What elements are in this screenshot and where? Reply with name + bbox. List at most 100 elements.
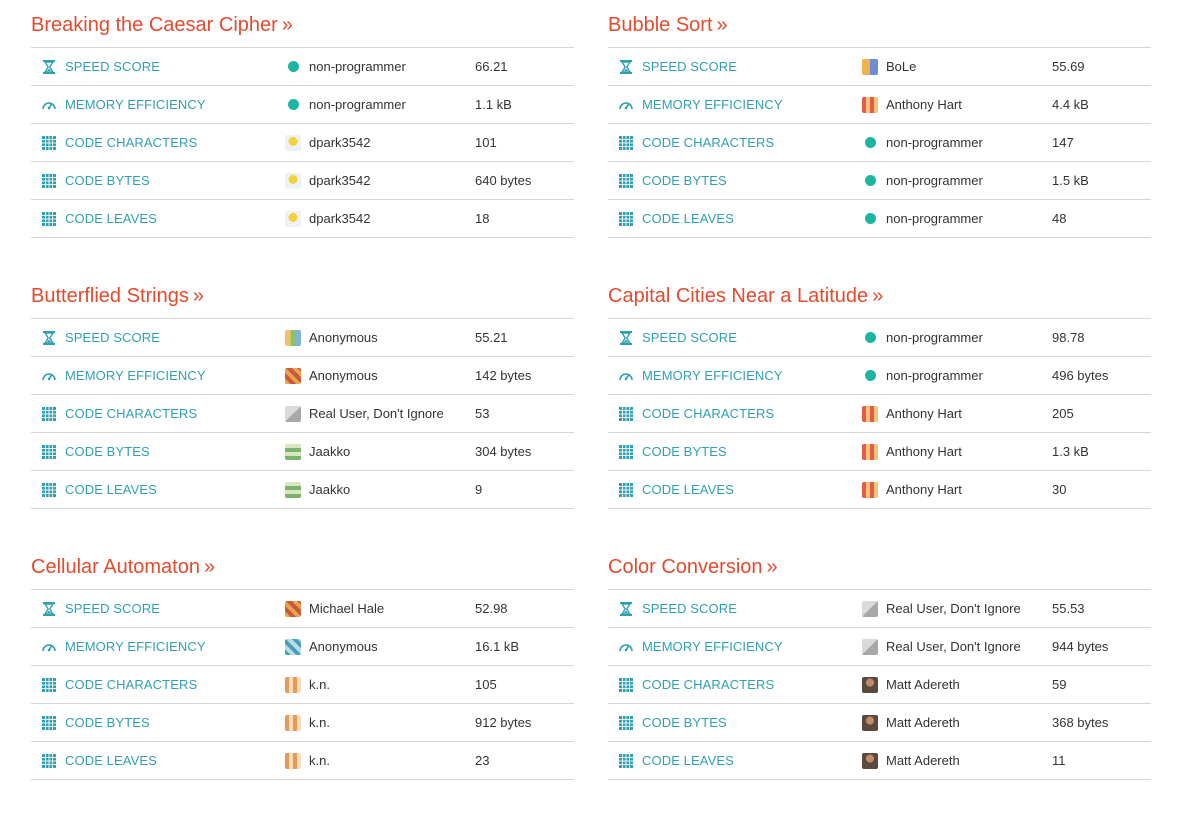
record-value: 142 bytes (475, 368, 532, 383)
category-link[interactable]: CODE BYTES (608, 173, 862, 189)
user-link[interactable]: non-programmer (285, 97, 475, 112)
user-avatar (285, 752, 301, 769)
category-link[interactable]: CODE BYTES (31, 173, 285, 189)
user-avatar (862, 714, 878, 731)
category-link[interactable]: CODE BYTES (31, 444, 285, 460)
user-link[interactable]: BoLe (862, 58, 1052, 75)
user-avatar (288, 61, 299, 72)
user-link[interactable]: dpark3542 (285, 172, 475, 189)
user-link[interactable]: non-programmer (862, 330, 1052, 345)
user-link[interactable]: dpark3542 (285, 210, 475, 227)
user-link[interactable]: Anonymous (285, 638, 475, 655)
category-link[interactable]: SPEED SCORE (608, 601, 862, 617)
record-value: 101 (475, 135, 497, 150)
record-row: CODE LEAVES Jaakko 9 (31, 471, 574, 509)
user-avatar (862, 443, 878, 460)
user-link[interactable]: Matt Adereth (862, 676, 1052, 693)
hourglass-icon (618, 59, 634, 75)
user-link[interactable]: Jaakko (285, 481, 475, 498)
category-link[interactable]: CODE BYTES (31, 715, 285, 731)
grid-icon (618, 482, 634, 498)
record-row: MEMORY EFFICIENCY Anonymous 16.1 kB (31, 628, 574, 666)
category-link[interactable]: SPEED SCORE (608, 330, 862, 346)
challenge-title-link[interactable]: Cellular Automaton» (31, 553, 574, 589)
category-link[interactable]: CODE LEAVES (608, 211, 862, 227)
user-link[interactable]: k.n. (285, 676, 475, 693)
user-link[interactable]: Anonymous (285, 367, 475, 384)
record-value: 1.1 kB (475, 97, 512, 112)
title-arrow: » (872, 285, 884, 307)
user-name: non-programmer (886, 211, 983, 226)
category-link[interactable]: CODE CHARACTERS (608, 135, 862, 151)
user-link[interactable]: non-programmer (862, 173, 1052, 188)
record-value: 105 (475, 677, 497, 692)
category-link[interactable]: CODE BYTES (608, 715, 862, 731)
challenge-title-link[interactable]: Capital Cities Near a Latitude» (608, 282, 1151, 318)
user-link[interactable]: Anthony Hart (862, 405, 1052, 422)
user-link[interactable]: Real User, Don't Ignore (862, 638, 1052, 655)
category-link[interactable]: MEMORY EFFICIENCY (608, 97, 862, 113)
category-link[interactable]: CODE LEAVES (608, 753, 862, 769)
category-link[interactable]: SPEED SCORE (31, 601, 285, 617)
user-avatar (862, 600, 878, 617)
category-link[interactable]: SPEED SCORE (31, 330, 285, 346)
category-label: CODE LEAVES (642, 211, 734, 226)
user-link[interactable]: Jaakko (285, 443, 475, 460)
category-link[interactable]: SPEED SCORE (31, 59, 285, 75)
category-label: CODE LEAVES (65, 753, 157, 768)
category-link[interactable]: CODE CHARACTERS (31, 406, 285, 422)
category-link[interactable]: CODE CHARACTERS (31, 677, 285, 693)
category-link[interactable]: CODE CHARACTERS (608, 406, 862, 422)
gauge-icon (618, 368, 634, 384)
record-value: 16.1 kB (475, 639, 520, 654)
category-link[interactable]: CODE LEAVES (31, 211, 285, 227)
record-value: 30 (1052, 482, 1067, 497)
user-name: dpark3542 (309, 135, 371, 150)
user-link[interactable]: Real User, Don't Ignore (285, 405, 475, 422)
user-link[interactable]: Anthony Hart (862, 443, 1052, 460)
user-link[interactable]: Michael Hale (285, 600, 475, 617)
user-avatar (285, 714, 301, 731)
category-link[interactable]: CODE BYTES (608, 444, 862, 460)
user-link[interactable]: Anonymous (285, 329, 475, 346)
user-link[interactable]: non-programmer (862, 368, 1052, 383)
user-link[interactable]: dpark3542 (285, 134, 475, 151)
user-link[interactable]: Anthony Hart (862, 96, 1052, 113)
user-avatar (865, 332, 876, 343)
challenge-title-link[interactable]: Color Conversion» (608, 553, 1151, 589)
category-link[interactable]: MEMORY EFFICIENCY (608, 368, 862, 384)
user-link[interactable]: k.n. (285, 714, 475, 731)
user-link[interactable]: Matt Adereth (862, 714, 1052, 731)
category-label: SPEED SCORE (65, 59, 161, 74)
category-link[interactable]: CODE LEAVES (31, 482, 285, 498)
record-row: CODE BYTES Anthony Hart 1.3 kB (608, 433, 1151, 471)
category-link[interactable]: MEMORY EFFICIENCY (608, 639, 862, 655)
category-label: SPEED SCORE (642, 59, 738, 74)
user-name: dpark3542 (309, 173, 371, 188)
category-link[interactable]: CODE LEAVES (608, 482, 862, 498)
record-row: CODE CHARACTERS Matt Adereth 59 (608, 666, 1151, 704)
records-table: SPEED SCORE Real User, Don't Ignore 55.5… (608, 589, 1151, 780)
challenge-title-link[interactable]: Bubble Sort» (608, 11, 1151, 47)
category-link[interactable]: CODE CHARACTERS (608, 677, 862, 693)
user-link[interactable]: Matt Adereth (862, 752, 1052, 769)
user-link[interactable]: non-programmer (862, 135, 1052, 150)
user-avatar (862, 676, 878, 693)
user-link[interactable]: Anthony Hart (862, 481, 1052, 498)
category-link[interactable]: MEMORY EFFICIENCY (31, 368, 285, 384)
category-link[interactable]: CODE CHARACTERS (31, 135, 285, 151)
category-link[interactable]: MEMORY EFFICIENCY (31, 97, 285, 113)
category-label: SPEED SCORE (642, 601, 738, 616)
category-link[interactable]: SPEED SCORE (608, 59, 862, 75)
record-row: CODE LEAVES Matt Adereth 11 (608, 742, 1151, 780)
user-link[interactable]: Real User, Don't Ignore (862, 600, 1052, 617)
user-name: k.n. (309, 753, 330, 768)
category-link[interactable]: MEMORY EFFICIENCY (31, 639, 285, 655)
user-link[interactable]: non-programmer (862, 211, 1052, 226)
challenge-title-link[interactable]: Butterflied Strings» (31, 282, 574, 318)
challenge-title-link[interactable]: Breaking the Caesar Cipher» (31, 11, 574, 47)
user-name: non-programmer (309, 59, 406, 74)
user-link[interactable]: k.n. (285, 752, 475, 769)
user-link[interactable]: non-programmer (285, 59, 475, 74)
category-link[interactable]: CODE LEAVES (31, 753, 285, 769)
